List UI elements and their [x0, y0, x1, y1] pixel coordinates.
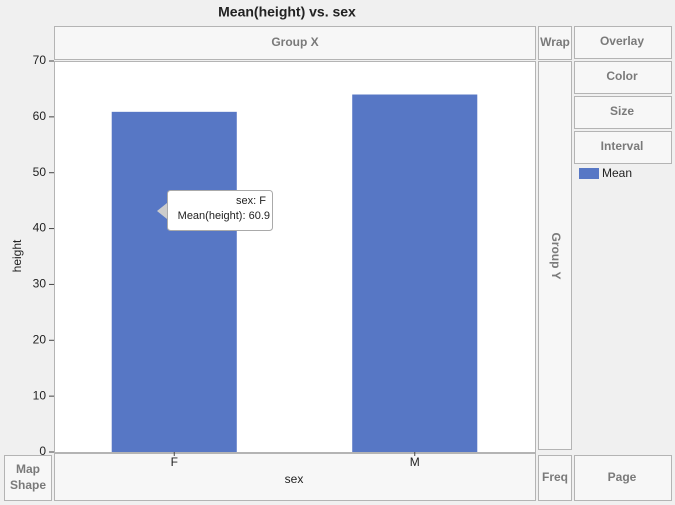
- wrap-zone[interactable]: [538, 26, 572, 60]
- map-shape-zone[interactable]: [4, 455, 52, 501]
- group-x-zone[interactable]: [54, 26, 536, 60]
- map-shape-label: Shape: [10, 478, 46, 492]
- wrap-label: Wrap: [540, 35, 570, 49]
- color-zone[interactable]: [574, 61, 672, 94]
- y-tick-label: 40: [33, 221, 47, 235]
- x-zone[interactable]: [54, 453, 536, 501]
- chart-title: Mean(height) vs. sex: [218, 4, 356, 20]
- size-zone[interactable]: [574, 96, 672, 129]
- bar: [352, 94, 478, 452]
- tooltip-pointer: [157, 203, 167, 219]
- overlay-zone[interactable]: [574, 26, 672, 59]
- y-tick-label: 60: [33, 109, 47, 123]
- page-label: Page: [608, 470, 637, 484]
- x-tick-label: F: [171, 455, 178, 469]
- x-tick-label: M: [410, 455, 420, 469]
- tooltip-line: sex: F: [236, 195, 266, 207]
- y-tick-label: 10: [33, 388, 47, 402]
- y-tick-label: 30: [33, 277, 47, 291]
- freq-zone[interactable]: [538, 455, 572, 501]
- tooltip-box: [167, 190, 273, 231]
- group-y-zone[interactable]: [538, 61, 572, 450]
- group-y-label: Group Y: [549, 232, 563, 279]
- legend-swatch: [579, 168, 599, 179]
- y-tick-label: 70: [33, 53, 47, 67]
- x-axis-label: sex: [285, 472, 304, 486]
- y-tick-label: 0: [39, 444, 46, 458]
- y-axis-label: height: [10, 239, 24, 272]
- interval-label: Interval: [601, 139, 644, 153]
- bar: [111, 111, 237, 452]
- legend-label: Mean: [602, 166, 632, 180]
- tooltip-line: Mean(height): 60.9: [178, 210, 270, 222]
- y-tick-label: 50: [33, 165, 47, 179]
- y-tick-label: 20: [33, 332, 47, 346]
- map-shape-label: Map: [16, 462, 40, 476]
- overlay-label: Overlay: [600, 34, 644, 48]
- size-label: Size: [610, 104, 634, 118]
- interval-zone[interactable]: [574, 131, 672, 164]
- page-zone[interactable]: [574, 455, 672, 501]
- color-label: Color: [606, 69, 638, 83]
- tooltip: sex: F Mean(height): 60.9: [157, 190, 273, 231]
- group-x-label: Group X: [271, 35, 318, 49]
- freq-label: Freq: [542, 470, 568, 484]
